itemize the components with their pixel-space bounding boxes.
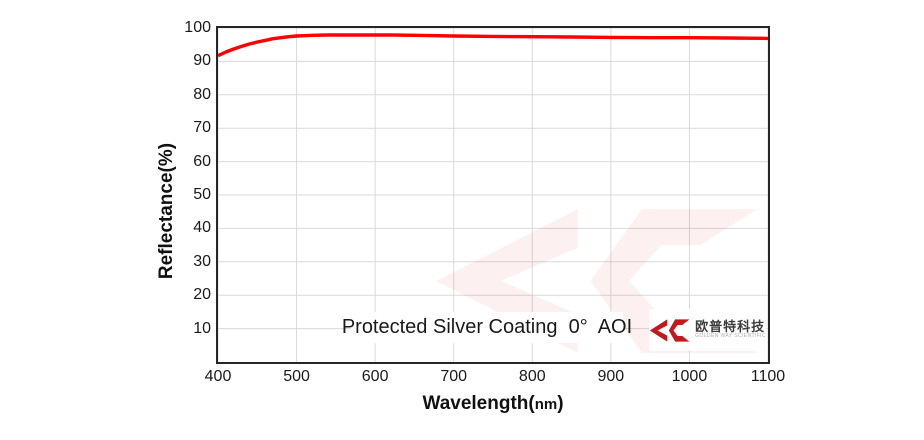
company-logo: 欧普特科技 GOLDEN WAY SCIENTIFIC [649,309,766,351]
company-name-en: GOLDEN WAY SCIENTIFIC [695,333,766,340]
x-tick-label: 1100 [750,368,786,385]
x-axis-title-unit: nm [534,396,558,413]
coating-annotation: Protected Silver Coating 0° AOI [342,312,632,343]
jc-emblem-icon [649,318,690,342]
y-tick-label: 60 [193,152,211,170]
y-tick-label: 90 [193,52,211,70]
y-tick-label: 20 [193,286,211,304]
company-name-cn: 欧普特科技 [695,319,766,335]
x-tick-label: 900 [597,368,625,385]
y-tick-label: 10 [193,319,211,337]
x-tick-label: 500 [283,368,310,385]
y-tick-label: 40 [193,219,211,237]
x-axis-title: Wavelength(nm) [422,393,563,415]
x-axis-title-prefix: Wavelength( [422,393,535,414]
x-axis-title-suffix: ) [557,393,564,414]
y-tick-label: 30 [193,252,211,270]
y-tick-label: 100 [184,19,211,36]
x-tick-label: 800 [518,368,546,385]
x-tick-label: 400 [204,368,232,385]
x-tick-label: 1000 [671,368,708,385]
y-tick-label: 80 [193,85,211,103]
gridlines [218,28,768,362]
company-logo-text: 欧普特科技 GOLDEN WAY SCIENTIFIC [695,319,766,340]
x-tick-label: 700 [440,368,468,385]
y-tick-label: 50 [193,186,211,203]
x-tick-label: 600 [361,368,389,385]
y-tick-label: 70 [193,119,211,137]
